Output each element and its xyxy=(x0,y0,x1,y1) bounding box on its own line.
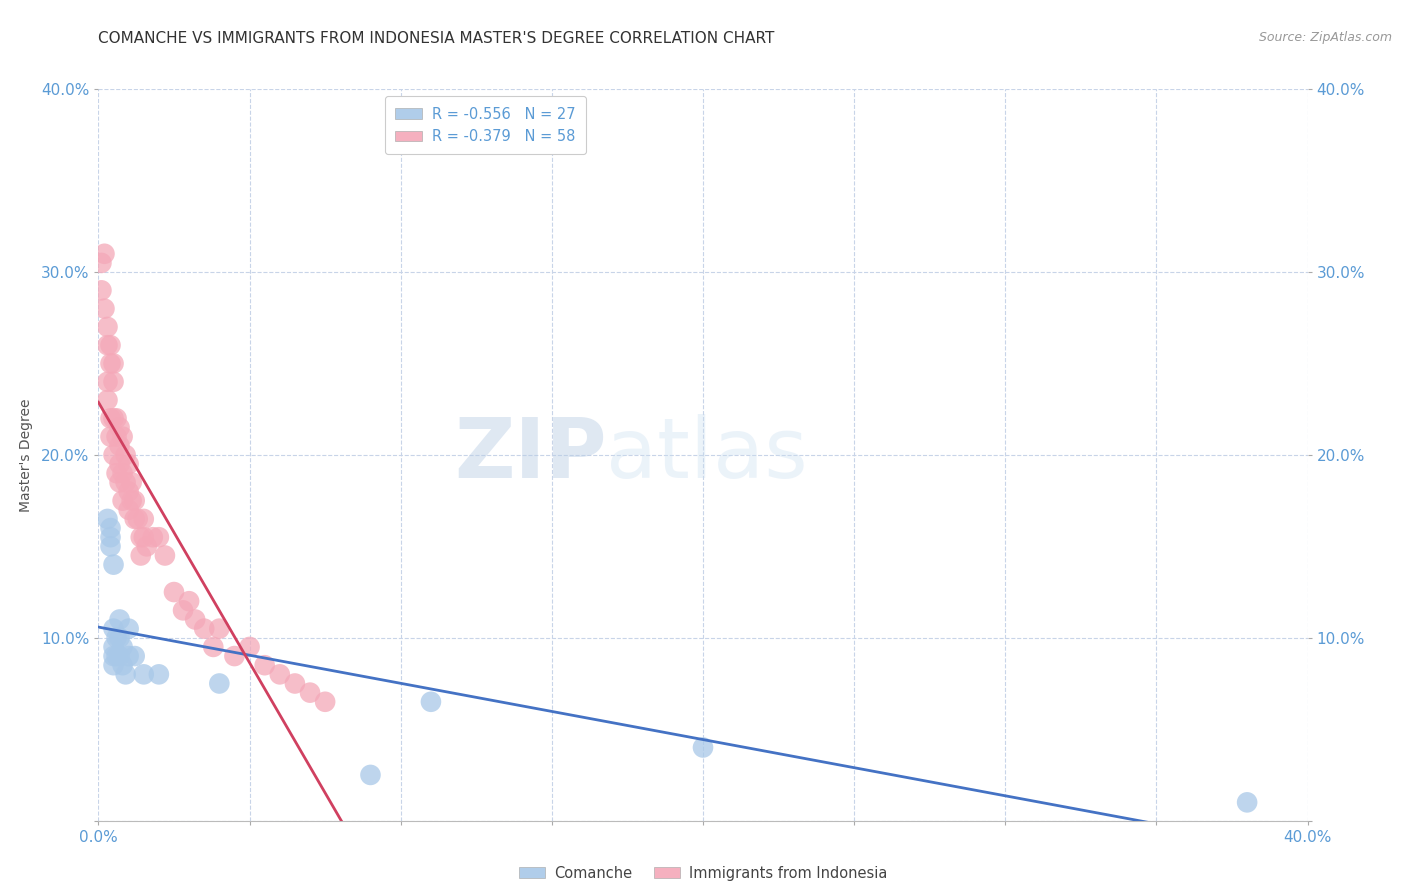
Point xyxy=(105,631,128,645)
Point xyxy=(360,768,382,782)
Point xyxy=(420,695,443,709)
Point xyxy=(132,512,155,526)
Point xyxy=(108,439,131,453)
Point xyxy=(108,420,131,434)
Point xyxy=(103,658,125,673)
Point xyxy=(1236,796,1258,810)
Point xyxy=(239,640,262,654)
Point xyxy=(111,466,134,480)
Point xyxy=(105,411,128,425)
Point xyxy=(103,375,125,389)
Point xyxy=(90,284,112,298)
Point xyxy=(148,667,170,681)
Point xyxy=(103,640,125,654)
Point xyxy=(163,585,186,599)
Point xyxy=(208,622,231,636)
Point xyxy=(111,640,134,654)
Point xyxy=(121,493,143,508)
Point xyxy=(118,457,141,471)
Point xyxy=(103,356,125,371)
Text: COMANCHE VS IMMIGRANTS FROM INDONESIA MASTER'S DEGREE CORRELATION CHART: COMANCHE VS IMMIGRANTS FROM INDONESIA MA… xyxy=(98,31,775,46)
Point xyxy=(314,695,336,709)
Point xyxy=(127,512,149,526)
Point xyxy=(100,411,122,425)
Point xyxy=(96,338,118,352)
Point xyxy=(135,539,157,553)
Point xyxy=(172,603,194,617)
Point xyxy=(100,521,122,535)
Point xyxy=(103,411,125,425)
Point xyxy=(121,475,143,490)
Point xyxy=(90,256,112,270)
Point xyxy=(108,649,131,664)
Point xyxy=(105,430,128,444)
Point xyxy=(114,667,136,681)
Point xyxy=(108,631,131,645)
Text: ZIP: ZIP xyxy=(454,415,606,495)
Point xyxy=(148,530,170,544)
Point xyxy=(100,356,122,371)
Point xyxy=(269,667,291,681)
Point xyxy=(103,649,125,664)
Point xyxy=(108,613,131,627)
Point xyxy=(124,493,146,508)
Point xyxy=(179,594,201,608)
Point xyxy=(105,649,128,664)
Legend: Comanche, Immigrants from Indonesia: Comanche, Immigrants from Indonesia xyxy=(513,860,893,887)
Point xyxy=(93,246,115,260)
Point xyxy=(129,530,152,544)
Text: Source: ZipAtlas.com: Source: ZipAtlas.com xyxy=(1258,31,1392,45)
Point xyxy=(100,338,122,352)
Point xyxy=(111,658,134,673)
Point xyxy=(111,430,134,444)
Point xyxy=(114,448,136,462)
Point xyxy=(108,457,131,471)
Point xyxy=(692,740,714,755)
Point xyxy=(105,466,128,480)
Text: atlas: atlas xyxy=(606,415,808,495)
Point xyxy=(111,493,134,508)
Point xyxy=(118,622,141,636)
Point xyxy=(100,430,122,444)
Point xyxy=(108,475,131,490)
Point xyxy=(132,667,155,681)
Point xyxy=(96,375,118,389)
Point xyxy=(118,649,141,664)
Point xyxy=(100,539,122,553)
Point xyxy=(253,658,276,673)
Point xyxy=(184,613,207,627)
Point xyxy=(208,676,231,690)
Point xyxy=(284,676,307,690)
Point xyxy=(299,685,322,699)
Point xyxy=(124,512,146,526)
Point xyxy=(96,512,118,526)
Point xyxy=(96,392,118,407)
Point xyxy=(118,484,141,499)
Point xyxy=(124,649,146,664)
Point xyxy=(129,549,152,563)
Point xyxy=(132,530,155,544)
Point xyxy=(193,622,215,636)
Point xyxy=(153,549,176,563)
Point xyxy=(103,558,125,572)
Point xyxy=(202,640,225,654)
Point xyxy=(96,320,118,334)
Point xyxy=(100,530,122,544)
Y-axis label: Master's Degree: Master's Degree xyxy=(18,398,32,512)
Point xyxy=(118,502,141,516)
Point xyxy=(103,448,125,462)
Point xyxy=(224,649,246,664)
Point xyxy=(103,622,125,636)
Point xyxy=(114,475,136,490)
Point xyxy=(93,301,115,316)
Point xyxy=(142,530,165,544)
